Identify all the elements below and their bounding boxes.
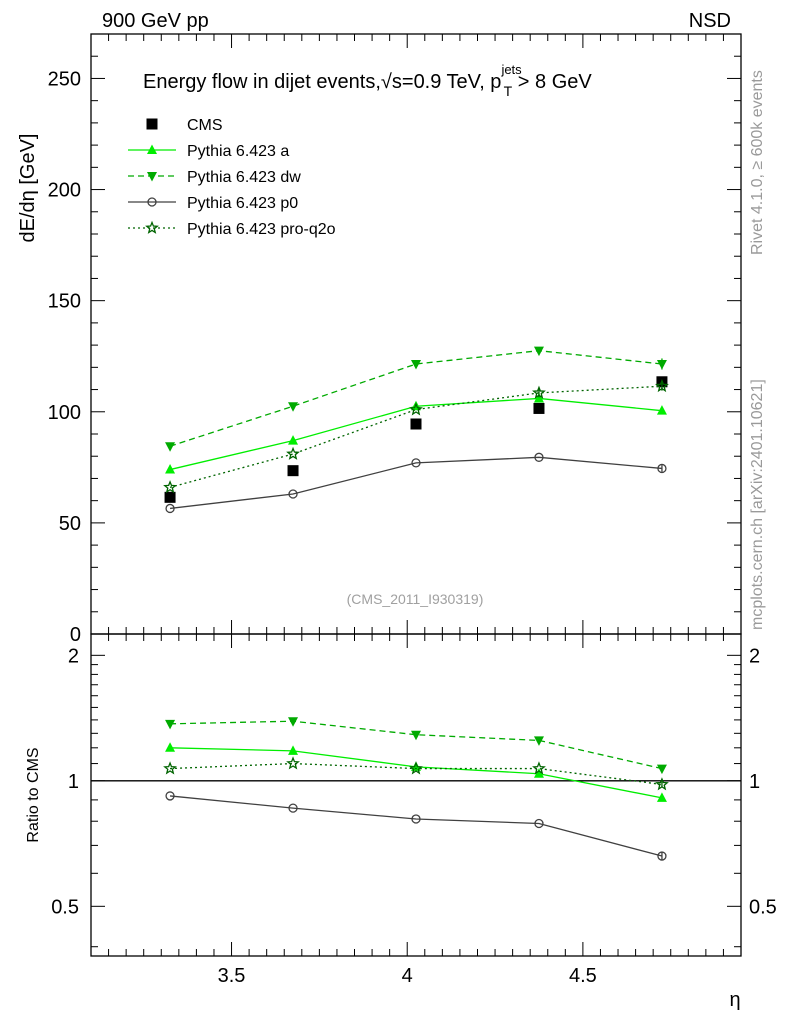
legend-entry-p0: Pythia 6.423 p0 bbox=[128, 195, 298, 212]
main-point-dw bbox=[288, 402, 299, 412]
ratio-series-p0 bbox=[165, 791, 667, 861]
ratio-point-dw bbox=[533, 736, 544, 746]
ratio-point-dw bbox=[656, 764, 667, 775]
main-point-dw bbox=[165, 442, 176, 452]
main-y-tick-label: 250 bbox=[48, 68, 81, 90]
ratio-point-q2o bbox=[286, 756, 300, 770]
ratio-point-p0 bbox=[165, 791, 175, 801]
ratio-frame bbox=[90, 633, 742, 957]
main-series-q2o bbox=[163, 378, 669, 494]
legend-label-q2o: Pythia 6.423 pro-q2o bbox=[187, 221, 336, 238]
main-point-cms bbox=[533, 402, 545, 414]
header-left-label: 900 GeV pp bbox=[102, 10, 209, 32]
ratio-point-p0 bbox=[288, 803, 298, 813]
ratio-y-axis-label: Ratio to CMS bbox=[25, 747, 42, 842]
analysis-watermark: (CMS_2011_I930319) bbox=[347, 591, 484, 607]
ratio-series-q2o bbox=[163, 756, 669, 791]
main-point-p0 bbox=[657, 463, 667, 474]
legend-marker-p0 bbox=[147, 197, 157, 207]
legend-label-p0: Pythia 6.423 p0 bbox=[187, 195, 298, 212]
ratio-point-a bbox=[165, 742, 176, 752]
legend-entry-q2o: Pythia 6.423 pro-q2o bbox=[128, 220, 336, 238]
ratio-y-tick-label-right: 2 bbox=[749, 645, 760, 667]
main-point-dw bbox=[656, 360, 667, 370]
legend-marker-dw bbox=[147, 172, 157, 182]
ratio-panel: 0.5 0.5 1 1 2 2 3.5 4 4.5 bbox=[51, 633, 777, 987]
ratio-line-p0 bbox=[169, 795, 663, 857]
ratio-line-a bbox=[170, 747, 663, 799]
ratio-point-p0 bbox=[534, 818, 544, 829]
main-y-tick-label: 200 bbox=[48, 180, 81, 202]
main-y-tick-label: 0 bbox=[70, 624, 81, 646]
chart-title: Energy flow in dijet events,√s=0.9 TeV, … bbox=[143, 62, 592, 99]
ratio-y-tick-label: 2 bbox=[68, 645, 79, 667]
ratio-point-a bbox=[288, 745, 299, 755]
ratio-y-tick-label-right: 1 bbox=[749, 771, 760, 793]
main-point-a bbox=[656, 405, 667, 415]
ratio-series-dw bbox=[165, 717, 667, 775]
main-y-tick-label: 100 bbox=[48, 402, 81, 424]
legend-marker-a bbox=[147, 144, 157, 154]
ratio-point-a bbox=[533, 768, 544, 778]
main-series-dw bbox=[165, 346, 667, 452]
ratio-series-a bbox=[165, 742, 667, 802]
ratio-point-dw bbox=[165, 719, 176, 730]
main-series-cms bbox=[164, 376, 668, 503]
main-point-a bbox=[533, 392, 544, 403]
x-axis-label: η bbox=[729, 989, 740, 1011]
legend-entry-cms: CMS bbox=[146, 117, 223, 134]
ratio-point-a bbox=[656, 792, 667, 802]
main-point-cms bbox=[164, 491, 176, 503]
main-point-q2o bbox=[163, 480, 177, 494]
legend: CMS Pythia 6.423 a Pythia 6.423 dw Pythia 6… bbox=[128, 117, 336, 238]
ratio-point-dw bbox=[411, 730, 421, 741]
legend-marker-q2o bbox=[145, 220, 159, 234]
ratio-y-tick-label: 0.5 bbox=[51, 896, 79, 918]
main-series-p0 bbox=[165, 452, 667, 514]
ratio-point-q2o bbox=[409, 761, 423, 775]
ratio-x-tick-label: 3.5 bbox=[218, 965, 246, 987]
main-point-q2o bbox=[532, 385, 546, 399]
legend-label-dw: Pythia 6.423 dw bbox=[187, 169, 301, 186]
ratio-x-tick-label: 4.5 bbox=[569, 965, 597, 987]
main-point-cms bbox=[410, 418, 422, 430]
ratio-line-dw bbox=[170, 720, 663, 770]
ratio-point-dw bbox=[288, 717, 299, 727]
ratio-point-q2o bbox=[163, 761, 177, 775]
main-point-dw bbox=[411, 360, 421, 370]
ratio-y-tick-label-right: 0.5 bbox=[749, 896, 777, 918]
ratio-point-p0 bbox=[411, 814, 421, 824]
main-point-dw bbox=[533, 346, 544, 357]
ratio-y-tick-label: 1 bbox=[68, 771, 79, 793]
main-point-p0 bbox=[534, 452, 544, 462]
main-point-a bbox=[288, 435, 299, 445]
ratio-point-q2o bbox=[532, 761, 546, 775]
legend-entry-dw: Pythia 6.423 dw bbox=[128, 169, 301, 186]
main-y-tick-label: 150 bbox=[48, 291, 81, 313]
main-point-q2o bbox=[286, 446, 300, 460]
main-line-dw bbox=[169, 350, 663, 447]
side-label-mcplots: mcplots.cern.ch [arXiv:2401.10621] bbox=[749, 379, 766, 630]
ratio-x-tick-label: 4 bbox=[402, 965, 413, 987]
legend-label-a: Pythia 6.423 a bbox=[187, 143, 289, 160]
ratio-line-q2o bbox=[170, 762, 663, 786]
main-y-tick-label: 50 bbox=[59, 513, 81, 535]
main-point-p0 bbox=[411, 458, 421, 468]
main-line-p0 bbox=[169, 456, 663, 510]
main-point-q2o bbox=[655, 378, 669, 393]
main-point-a bbox=[165, 464, 176, 474]
ratio-point-p0 bbox=[657, 851, 667, 861]
legend-entry-a: Pythia 6.423 a bbox=[128, 143, 289, 160]
legend-label-cms: CMS bbox=[187, 117, 223, 134]
main-point-cms bbox=[287, 465, 299, 477]
legend-marker-cms bbox=[146, 118, 158, 130]
main-point-p0 bbox=[165, 503, 175, 514]
side-label-rivet: Rivet 4.1.0, ≥ 600k events bbox=[749, 70, 766, 255]
header-right-label: NSD bbox=[689, 10, 731, 32]
main-point-q2o bbox=[409, 402, 423, 416]
main-point-p0 bbox=[288, 489, 298, 499]
main-y-axis-label: dE/dη [GeV] bbox=[17, 134, 39, 243]
ratio-point-q2o bbox=[655, 777, 669, 791]
